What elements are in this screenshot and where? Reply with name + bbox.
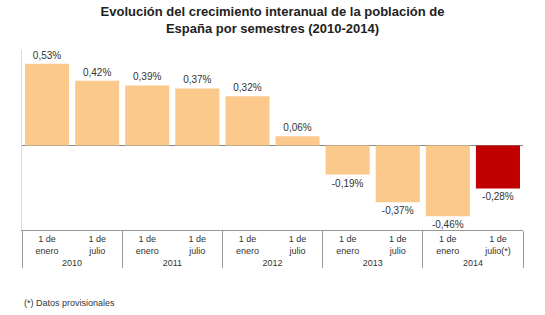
svg-text:0,32%: 0,32%: [233, 82, 261, 93]
svg-text:1 deenero: 1 deenero: [136, 234, 159, 256]
svg-text:-0,37%: -0,37%: [382, 205, 414, 216]
svg-text:0,42%: 0,42%: [83, 67, 111, 78]
svg-text:1 dejulio: 1 dejulio: [289, 234, 307, 256]
svg-text:(*) Datos provisionales: (*) Datos provisionales: [24, 298, 115, 308]
svg-text:-0,46%: -0,46%: [432, 219, 464, 230]
svg-text:1 dejulio: 1 dejulio: [389, 234, 407, 256]
svg-text:1 deenero: 1 deenero: [436, 234, 459, 256]
svg-text:-0,19%: -0,19%: [332, 178, 364, 189]
svg-text:1 deenero: 1 deenero: [36, 234, 59, 256]
svg-text:2012: 2012: [262, 258, 282, 268]
svg-text:1 deenero: 1 deenero: [236, 234, 259, 256]
svg-text:1 dejulio: 1 dejulio: [188, 234, 206, 256]
svg-text:1 deenero: 1 deenero: [336, 234, 359, 256]
svg-text:0,06%: 0,06%: [283, 122, 311, 133]
svg-text:1 dejulio(*): 1 dejulio(*): [484, 234, 511, 256]
svg-text:0,37%: 0,37%: [183, 74, 211, 85]
svg-text:2013: 2013: [363, 258, 383, 268]
svg-text:0,53%: 0,53%: [33, 50, 61, 61]
svg-text:1 dejulio: 1 dejulio: [88, 234, 106, 256]
svg-text:0,39%: 0,39%: [133, 71, 161, 82]
svg-text:2011: 2011: [163, 258, 182, 268]
svg-text:2014: 2014: [463, 258, 483, 268]
svg-text:2010: 2010: [62, 258, 82, 268]
svg-text:-0,28%: -0,28%: [482, 191, 514, 202]
svg-text:Evolución del crecimiento inte: Evolución del crecimiento interanual de …: [101, 4, 445, 36]
